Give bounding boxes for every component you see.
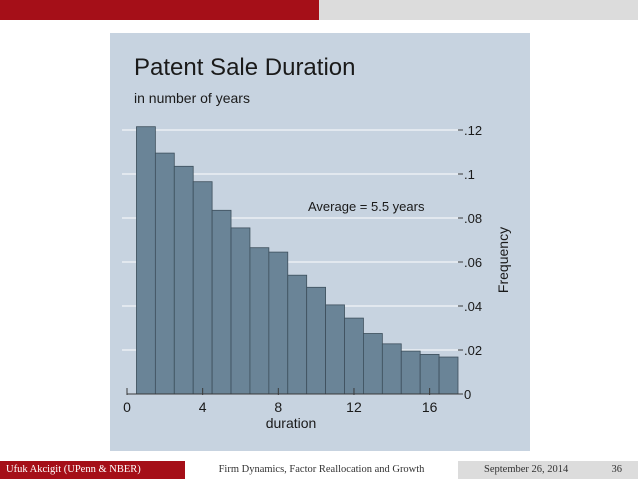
- chart-subtitle: in number of years: [134, 90, 250, 106]
- histogram-bar: [438, 356, 459, 395]
- y-tick-label: .06: [464, 255, 482, 270]
- y-tick-label: .02: [464, 343, 482, 358]
- histogram-chart: 0 .02 .04 .06 .08 .1 .12 0 4 8 12 16 Patent Sale Du…: [122, 54, 511, 431]
- histogram-bar: [136, 126, 156, 395]
- x-tick-label: 12: [346, 399, 362, 415]
- average-annotation: Average = 5.5 years: [308, 199, 425, 214]
- histogram-bar: [154, 152, 175, 395]
- slide-footer: Ufuk Akcigit (UPenn & NBER) Firm Dynamic…: [0, 461, 638, 479]
- footer-author: Ufuk Akcigit (UPenn & NBER): [0, 461, 185, 479]
- x-tick-label: 0: [123, 399, 131, 415]
- y-tick-label: .1: [464, 167, 475, 182]
- histogram-bar: [230, 227, 251, 395]
- y-tick-label: .12: [464, 123, 482, 138]
- histogram-bar: [211, 209, 232, 395]
- x-tick-label: 8: [274, 399, 282, 415]
- bar-layer: [136, 126, 459, 395]
- histogram-bar: [249, 247, 270, 395]
- chart-panel: 0 .02 .04 .06 .08 .1 .12 0 4 8 12 16 Patent Sale Du…: [110, 33, 530, 451]
- histogram-bar: [325, 304, 345, 395]
- histogram-bar: [363, 333, 383, 395]
- axis-layer: 0 .02 .04 .06 .08 .1 .12 0 4 8 12 16: [123, 123, 482, 415]
- histogram-bar: [306, 286, 327, 395]
- y-axis-label: Frequency: [495, 227, 511, 293]
- footer-date-cell: September 26, 2014 36: [458, 461, 638, 479]
- x-tick-label: 4: [199, 399, 207, 415]
- x-axis-label: duration: [266, 415, 317, 431]
- x-tick-label: 16: [422, 399, 438, 415]
- header-light-bar: [319, 0, 638, 20]
- histogram-bar: [381, 343, 402, 395]
- footer-title: Firm Dynamics, Factor Reallocation and G…: [185, 461, 458, 479]
- header-accent-bar: [0, 0, 319, 20]
- page-number: 36: [611, 464, 623, 475]
- histogram-bar: [400, 350, 421, 395]
- footer-date: September 26, 2014: [484, 464, 569, 475]
- histogram-bar: [173, 165, 194, 395]
- chart-title: Patent Sale Duration: [134, 54, 355, 81]
- histogram-bar: [344, 317, 364, 395]
- y-tick-label: 0: [464, 387, 471, 402]
- histogram-bar: [287, 274, 308, 395]
- histogram-bar: [268, 251, 289, 395]
- y-tick-label: .08: [464, 211, 482, 226]
- y-tick-label: .04: [464, 299, 482, 314]
- histogram-bar: [192, 181, 213, 395]
